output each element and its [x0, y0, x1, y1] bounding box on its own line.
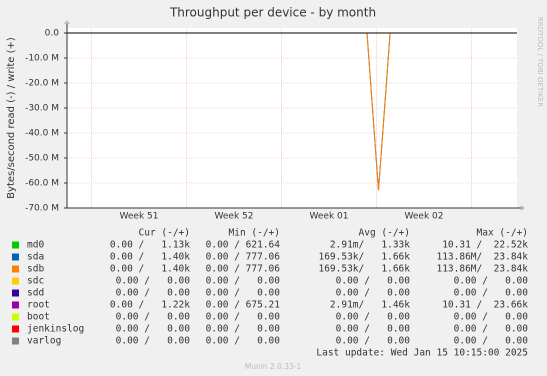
y-axis-label: Bytes/second read (-) / write (+) — [6, 37, 17, 199]
x-arrow — [521, 205, 525, 211]
x-tick-label: Week 01 — [310, 212, 349, 222]
legend-stat: 0.00 / 0.00 — [206, 276, 281, 287]
legend-stat: 0.00 / 0.00 — [206, 288, 281, 299]
y-tick-label: -10.0 M — [25, 54, 59, 64]
y-tick-label: -30.0 M — [25, 104, 59, 114]
y-tick-label: 0.0 — [45, 29, 60, 39]
legend-stat: 10.31 / 22.52k — [442, 240, 528, 251]
legend-swatch — [12, 301, 19, 309]
y-tick-label: -50.0 M — [25, 154, 59, 164]
legend-stat: 0.00 / 0.00 — [206, 336, 281, 347]
x-tick-label: Week 51 — [120, 212, 159, 222]
legend-stat: 0.00 / 0.00 — [336, 312, 411, 323]
legend-stat: 0.00 / 0.00 — [454, 336, 529, 347]
legend-swatch — [12, 325, 19, 333]
legend-name: sdb — [27, 264, 44, 275]
legend-stat: 0.00 / 0.00 — [336, 324, 411, 335]
legend-stat: 0.00 / 1.40k — [110, 264, 190, 275]
legend-stat: 169.53k/ 1.66k — [318, 264, 410, 275]
legend-header: Cur (-/+) — [139, 228, 190, 239]
legend-stat: 0.00 / 1.22k — [110, 300, 190, 311]
legend-name: varlog — [27, 336, 61, 347]
legend-swatch — [12, 337, 19, 345]
legend-stat: 0.00 / 0.00 — [116, 336, 191, 347]
legend-swatch — [12, 253, 19, 261]
legend-stat: 0.00 / 0.00 — [454, 312, 529, 323]
legend-stat: 0.00 / 0.00 — [116, 324, 191, 335]
y-tick-label: -60.0 M — [25, 179, 59, 189]
legend-name: sda — [27, 252, 44, 263]
legend-stat: 0.00 / 0.00 — [336, 288, 411, 299]
legend-stat: 0.00 / 0.00 — [116, 288, 191, 299]
legend-stat: 0.00 / 1.13k — [110, 240, 190, 251]
legend-name: root — [27, 300, 50, 311]
legend-header: Avg (-/+) — [359, 228, 410, 239]
legend-stat: 10.31 / 23.66k — [442, 300, 528, 311]
legend-stat: 0.00 / 777.06 — [206, 252, 281, 263]
legend-stat: 0.00 / 0.00 — [336, 336, 411, 347]
legend-stat: 2.91m/ 1.33k — [330, 240, 410, 251]
legend-stat: 0.00 / 777.06 — [206, 264, 281, 275]
legend-stat: 0.00 / 0.00 — [116, 312, 191, 323]
lines — [67, 32, 517, 191]
legend-swatch — [12, 313, 19, 321]
legend-stat: 169.53k/ 1.66k — [318, 252, 410, 263]
legend-header: Min (-/+) — [229, 228, 280, 239]
legend-swatch — [12, 265, 19, 273]
legend-stat: 0.00 / 0.00 — [116, 276, 191, 287]
y-tick-label: -70.0 M — [25, 204, 59, 214]
legend-stat: 0.00 / 675.21 — [206, 300, 281, 311]
legend-name: md0 — [27, 240, 44, 251]
plot-area — [67, 28, 517, 208]
legend-name: sdc — [27, 276, 44, 287]
side-label: RRDTOOL / TOBI OETIKER — [536, 17, 544, 107]
legend-stat: 0.00 / 0.00 — [454, 324, 529, 335]
legend-stat: 0.00 / 0.00 — [336, 276, 411, 287]
legend-stat: 2.91m/ 1.46k — [330, 300, 410, 311]
legend-swatch — [12, 277, 19, 285]
legend-stat: 0.00 / 0.00 — [454, 288, 529, 299]
y-tick-label: -20.0 M — [25, 79, 59, 89]
legend-stat: 0.00 / 0.00 — [206, 312, 281, 323]
legend-name: boot — [27, 312, 50, 323]
footer: Munin 2.0.33-1 — [245, 362, 302, 371]
legend-name: sdd — [27, 288, 44, 299]
legend-stat: 0.00 / 0.00 — [454, 276, 529, 287]
y-tick-label: -40.0 M — [25, 129, 59, 139]
legend-header: Max (-/+) — [477, 228, 528, 239]
legend-swatch — [12, 241, 19, 249]
y-arrow — [64, 20, 70, 24]
x-tick-label: Week 52 — [215, 212, 254, 222]
chart-title: Throughput per device - by month — [169, 6, 376, 20]
legend-stat: 0.00 / 621.64 — [206, 240, 281, 251]
legend-stat: 0.00 / 0.00 — [206, 324, 281, 335]
last-update: Last update: Wed Jan 15 10:15:00 2025 — [316, 348, 528, 359]
legend-stat: 0.00 / 1.40k — [110, 252, 190, 263]
x-tick-label: Week 02 — [405, 212, 444, 222]
legend-stat: 113.86M/ 23.84k — [436, 264, 528, 275]
legend-swatch — [12, 289, 19, 297]
legend-stat: 113.86M/ 23.84k — [436, 252, 528, 263]
legend-name: jenkinslog — [27, 324, 84, 335]
